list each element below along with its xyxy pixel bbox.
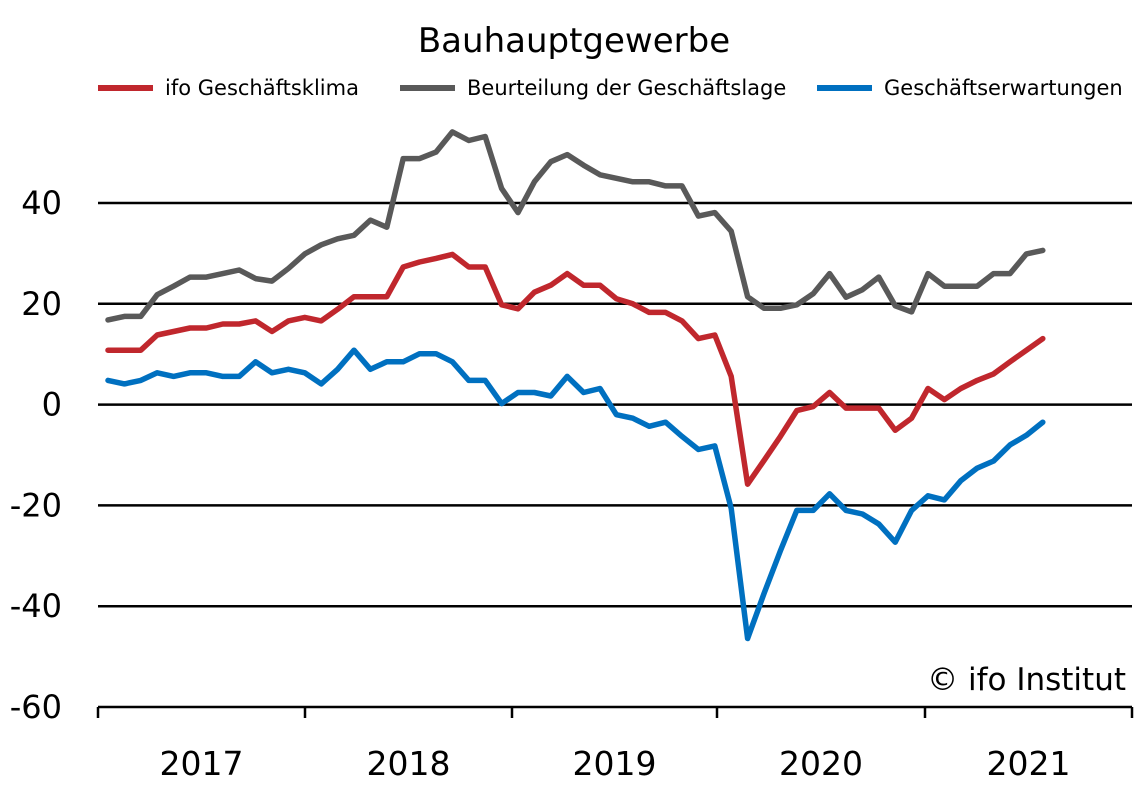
series-line-expectations — [105, 347, 1046, 642]
x-tick-label: 2019 — [573, 744, 657, 783]
legend-label-situation: Beurteilung der Geschäftslage — [467, 76, 786, 100]
legend-label-expectations: Geschäftserwartungen — [884, 76, 1123, 100]
legend: ifo Geschäftsklima Beurteilung der Gesch… — [98, 76, 1123, 100]
x-tick-label: 2021 — [987, 744, 1071, 783]
y-tick-label: -40 — [10, 587, 62, 625]
y-tick-label: -60 — [10, 688, 62, 726]
y-tick-label: -20 — [10, 486, 62, 524]
y-axis-ticks: 40 20 0 -20 -40 -60 — [10, 184, 62, 726]
credit-text: © ifo Institut — [927, 662, 1126, 698]
series-lines — [105, 129, 1046, 642]
x-tick-label: 2017 — [160, 744, 244, 783]
y-tick-label: 0 — [42, 386, 62, 424]
chart-title: Bauhauptgewerbe — [418, 21, 730, 61]
series-line-situation — [105, 129, 1046, 323]
gridlines — [98, 201, 1132, 608]
y-tick-label: 20 — [21, 285, 62, 323]
x-axis: 2017 2018 2019 2020 2021 — [96, 705, 1134, 783]
x-tick-label: 2018 — [367, 744, 451, 783]
x-tick-label: 2020 — [779, 744, 863, 783]
legend-label-climate: ifo Geschäftsklima — [165, 76, 359, 100]
y-tick-label: 40 — [21, 184, 62, 222]
series-line-climate — [105, 251, 1046, 487]
